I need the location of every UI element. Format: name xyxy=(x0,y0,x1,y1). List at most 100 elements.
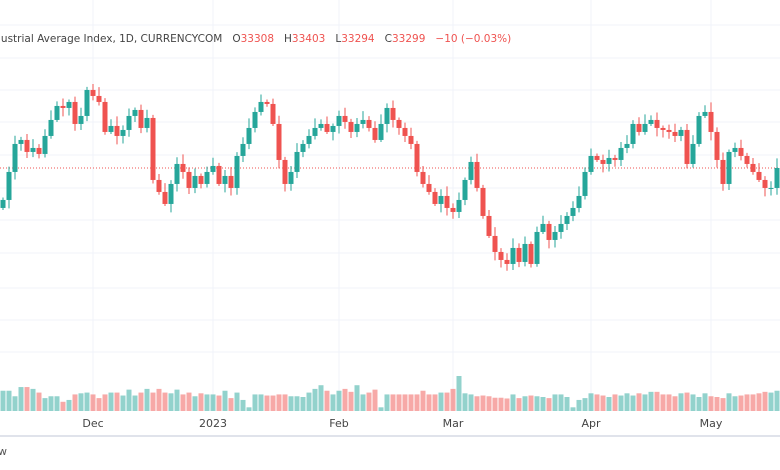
volume-bar xyxy=(396,394,402,411)
volume-bar xyxy=(408,394,414,411)
volume-bar xyxy=(432,394,438,411)
volume-bar xyxy=(636,393,642,411)
volume-bar xyxy=(276,394,282,411)
volume-bar xyxy=(240,399,246,411)
volume-bar xyxy=(690,394,696,411)
candle-body xyxy=(264,101,270,104)
candle-body xyxy=(750,163,756,172)
chart-legend: lustrial Average Index, 1D, CURRENCYCOM … xyxy=(0,33,511,45)
candle-body xyxy=(684,129,690,164)
candle-body xyxy=(564,215,570,224)
candle-body xyxy=(738,147,744,156)
candle-body xyxy=(336,115,342,126)
candle-body xyxy=(114,125,120,136)
candle-body xyxy=(432,191,438,204)
volume-bar xyxy=(252,394,258,411)
volume-bar xyxy=(6,390,12,411)
candle-body xyxy=(78,115,84,124)
candle-body xyxy=(576,195,582,208)
candle-body xyxy=(180,163,186,172)
volume-bar xyxy=(120,395,126,411)
candle-body xyxy=(606,157,612,164)
volume-bar xyxy=(768,392,774,411)
volume-bar xyxy=(132,395,138,411)
volume-bar xyxy=(294,396,300,411)
volume-bar xyxy=(264,395,270,411)
volume-bar xyxy=(678,393,684,411)
volume-bar xyxy=(300,397,306,411)
volume-bar xyxy=(150,392,156,411)
volume-bar xyxy=(180,394,186,411)
volume-bar xyxy=(84,392,90,411)
volume-bar xyxy=(312,388,318,411)
candle-body xyxy=(342,115,348,122)
candle-body xyxy=(462,179,468,200)
candle-body xyxy=(600,159,606,164)
x-tick-label: Apr xyxy=(581,417,601,430)
volume-bar xyxy=(612,394,618,411)
volume-bar xyxy=(348,391,354,411)
candle-body xyxy=(162,191,168,204)
candle-body xyxy=(24,139,30,152)
volume-bar xyxy=(108,392,114,411)
volume-bar xyxy=(72,394,78,411)
volume-bar xyxy=(222,390,228,411)
open-value: 33308 xyxy=(240,33,274,45)
volume-bar xyxy=(246,407,252,411)
candle-body xyxy=(690,143,696,164)
volume-bar xyxy=(78,393,84,411)
volume-bar xyxy=(168,393,174,411)
candle-body xyxy=(630,123,636,144)
candle-body xyxy=(486,215,492,236)
candle-body xyxy=(588,155,594,172)
volume-bar xyxy=(372,389,378,411)
candle-body xyxy=(720,159,726,184)
volume-bar xyxy=(648,391,654,411)
candle-body xyxy=(36,147,42,154)
candle-body xyxy=(480,187,486,216)
candle-body xyxy=(330,125,336,132)
candle-body xyxy=(288,171,294,184)
candle-body xyxy=(366,119,372,128)
low-value: 33294 xyxy=(341,33,375,45)
candle-body xyxy=(210,165,216,172)
candle-body xyxy=(0,199,6,208)
candle-body xyxy=(270,103,276,124)
candle-body xyxy=(594,155,600,160)
volume-bar xyxy=(576,399,582,411)
candle-body xyxy=(636,123,642,132)
candle-body xyxy=(402,127,408,136)
candle-body xyxy=(420,171,426,184)
candle-body xyxy=(756,171,762,180)
candle-body xyxy=(318,123,324,128)
volume-bar xyxy=(744,394,750,411)
footer-text: w xyxy=(0,445,7,458)
candle-body xyxy=(774,168,780,188)
close-value: 33299 xyxy=(391,33,426,45)
volume-bar xyxy=(510,394,516,411)
volume-bar xyxy=(336,390,342,411)
volume-bar xyxy=(540,397,546,411)
candle-body xyxy=(498,251,504,260)
x-tick-label: May xyxy=(700,417,723,430)
candle-body xyxy=(510,247,516,264)
candle-body xyxy=(18,139,24,144)
volume-bar xyxy=(42,398,48,411)
volume-bar xyxy=(606,397,612,411)
candle-body xyxy=(444,195,450,208)
candle-body xyxy=(234,155,240,188)
candle-body xyxy=(168,183,174,204)
volume-bar xyxy=(732,396,738,411)
volume-bar xyxy=(66,399,72,411)
volume-bar xyxy=(708,396,714,411)
volume-bar xyxy=(702,393,708,411)
candle-body xyxy=(246,127,252,144)
volume-bar xyxy=(192,396,198,411)
volume-bar xyxy=(462,393,468,411)
x-tick-label: Feb xyxy=(329,417,348,430)
volume-bar xyxy=(468,394,474,411)
candle-body xyxy=(138,109,144,128)
candle-body xyxy=(714,131,720,160)
candle-body xyxy=(396,119,402,128)
